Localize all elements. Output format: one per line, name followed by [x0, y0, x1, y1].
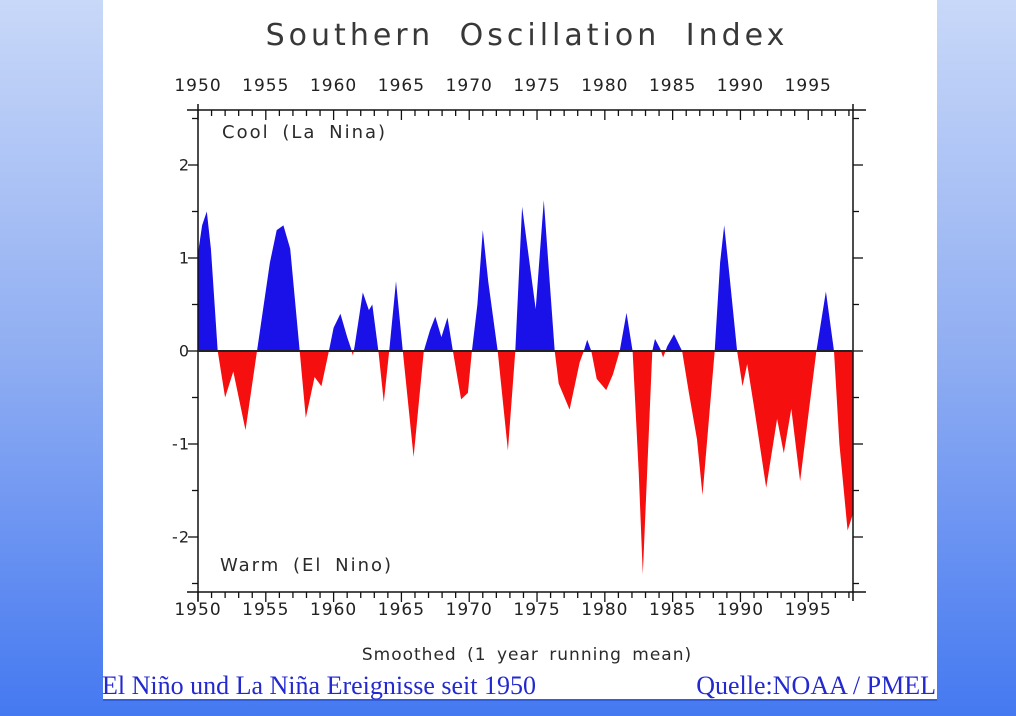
soi-positive-area	[198, 200, 853, 351]
x-axis-label: Smoothed (1 year running mean)	[361, 645, 693, 665]
x-tick-label-bottom: 1965	[377, 600, 426, 620]
x-tick-label-top: 1975	[513, 76, 561, 96]
caption-source-noaa-pmel: Quelle:NOAA / PMEL	[696, 671, 936, 700]
y-tick-label: 0	[178, 341, 190, 361]
cool-la-nina-annotation: Cool (La Nina)	[222, 122, 388, 143]
x-tick-label-top: 1950	[174, 76, 222, 96]
caption-el-nino-la-nina: El Niño und La Niña Ereignisse seit 1950	[102, 671, 536, 700]
x-tick-label-top: 1965	[377, 76, 426, 96]
warm-el-nino-annotation: Warm (El Nino)	[220, 555, 394, 576]
y-tick-label: -2	[172, 527, 190, 547]
x-tick-label-top: 1980	[581, 76, 629, 96]
soi-negative-area	[198, 351, 853, 575]
y-tick-label: 1	[178, 248, 190, 268]
y-tick-label: 2	[178, 155, 190, 175]
x-tick-label-bottom: 1970	[445, 600, 493, 620]
x-tick-label-top: 1990	[716, 76, 765, 96]
chart-title: Southern Oscillation Index	[265, 18, 789, 53]
x-tick-label-bottom: 1960	[309, 600, 358, 620]
x-tick-label-top: 1970	[445, 76, 493, 96]
y-tick-label: -1	[172, 434, 190, 454]
x-tick-label-bottom: 1950	[174, 600, 222, 620]
x-tick-label-top: 1985	[648, 76, 697, 96]
x-tick-label-bottom: 1975	[513, 600, 561, 620]
x-tick-label-bottom: 1980	[581, 600, 629, 620]
x-tick-label-top: 1995	[784, 76, 832, 96]
x-tick-label-bottom: 1990	[716, 600, 765, 620]
x-tick-label-bottom: 1955	[242, 600, 290, 620]
x-tick-label-bottom: 1985	[648, 600, 697, 620]
x-tick-label-top: 1960	[309, 76, 358, 96]
x-tick-label-top: 1955	[242, 76, 290, 96]
x-tick-label-bottom: 1995	[784, 600, 832, 620]
